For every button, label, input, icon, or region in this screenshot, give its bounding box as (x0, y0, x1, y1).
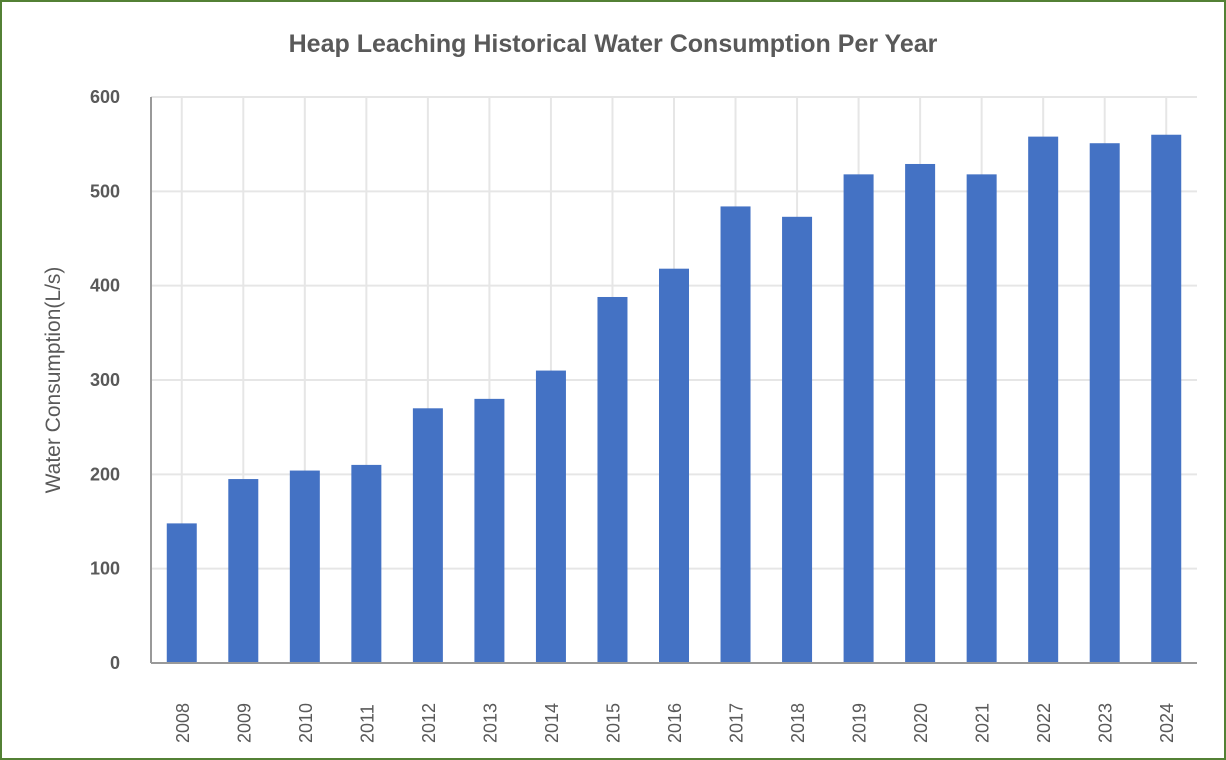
x-tick-label: 2009 (234, 703, 254, 743)
y-tick-labels: 0 100 200 300 400 500 600 (90, 87, 120, 673)
x-tick-label: 2012 (419, 703, 439, 743)
x-tick-label: 2020 (911, 703, 931, 743)
x-tick-label: 2013 (480, 703, 500, 743)
bar-2015 (597, 296, 628, 663)
x-tick-label: 2010 (296, 703, 316, 743)
x-tick-label: 2011 (357, 704, 377, 743)
bar-2012 (412, 408, 443, 663)
y-tick-label: 600 (90, 87, 120, 107)
x-tick-label: 2021 (973, 703, 993, 743)
y-tick-label: 500 (90, 181, 120, 201)
bar-2017 (720, 206, 751, 663)
x-tick-labels: 2008 2009 2010 2011 2012 2013 2014 2015 2016 2017… (173, 703, 1177, 743)
x-tick-label: 2022 (1034, 703, 1054, 743)
x-tick-label: 2017 (727, 703, 747, 743)
x-tick-label: 2024 (1157, 703, 1177, 743)
y-axis-label: Water Consumption(L/s) (42, 267, 65, 494)
bar-2016 (659, 268, 689, 663)
x-tick-label: 2016 (665, 703, 685, 743)
bar-2021 (966, 174, 997, 663)
x-tick-label: 2014 (542, 703, 562, 743)
bar-2014 (535, 370, 566, 663)
x-tick-label: 2023 (1096, 703, 1116, 743)
bar-2010 (289, 470, 320, 663)
x-tick-label: 2015 (603, 703, 623, 743)
bar-2008 (166, 523, 197, 663)
bars (166, 134, 1182, 663)
bar-2024 (1151, 134, 1182, 663)
bar-2020 (905, 163, 936, 663)
y-tick-label: 300 (90, 370, 120, 390)
x-tick-label: 2008 (173, 703, 193, 743)
x-tick-label: 2019 (850, 703, 870, 743)
x-tick-label: 2018 (788, 703, 808, 743)
bar-2013 (474, 398, 505, 663)
bar-2018 (782, 216, 813, 663)
y-tick-label: 200 (90, 464, 120, 484)
bar-2019 (843, 174, 874, 663)
chart-title: Heap Leaching Historical Water Consumpti… (289, 30, 938, 58)
bar-2023 (1089, 143, 1120, 663)
bar-2011 (351, 464, 382, 663)
y-tick-label: 100 (90, 559, 120, 579)
axes (150, 97, 1197, 664)
bar-2022 (1028, 136, 1059, 663)
y-tick-label: 0 (110, 653, 120, 673)
bar-2009 (228, 479, 259, 663)
y-tick-label: 400 (90, 276, 120, 296)
